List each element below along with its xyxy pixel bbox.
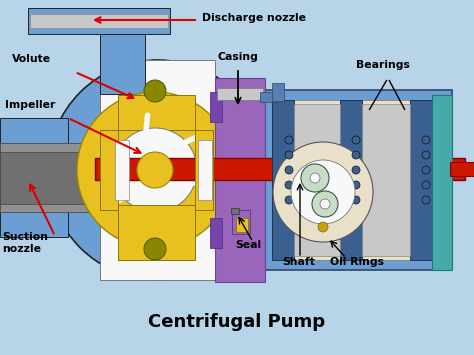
Bar [100, 34, 145, 94]
Text: Seal: Seal [235, 240, 261, 250]
Bar [432, 95, 452, 270]
Circle shape [137, 152, 173, 188]
Bar [340, 100, 362, 260]
Circle shape [273, 142, 373, 242]
Bar [260, 92, 276, 102]
Circle shape [285, 136, 293, 144]
Circle shape [320, 199, 330, 209]
Circle shape [422, 196, 430, 204]
Circle shape [352, 136, 360, 144]
Bar [0, 143, 100, 212]
Text: Shaft: Shaft [282, 257, 315, 267]
Text: Bearings: Bearings [356, 60, 410, 70]
FancyArrowPatch shape [144, 115, 147, 148]
Bar [100, 130, 118, 210]
Bar [410, 100, 432, 260]
Circle shape [113, 128, 197, 212]
Circle shape [144, 238, 166, 260]
Bar [0, 118, 68, 143]
Circle shape [48, 60, 268, 280]
Bar [195, 130, 213, 210]
Bar [272, 100, 294, 260]
Bar [236, 218, 248, 232]
Bar [294, 104, 340, 256]
Bar [272, 83, 284, 101]
Bar [28, 8, 170, 34]
Bar [0, 212, 68, 237]
Circle shape [422, 136, 430, 144]
Circle shape [285, 151, 293, 159]
Bar [215, 78, 265, 282]
Bar [210, 218, 222, 248]
Bar [272, 100, 442, 260]
Text: Discharge nozzle: Discharge nozzle [202, 13, 306, 23]
Text: Volute: Volute [12, 54, 51, 64]
Bar [100, 60, 215, 280]
Bar [232, 210, 250, 234]
Bar [217, 88, 263, 100]
Circle shape [422, 181, 430, 189]
Circle shape [318, 222, 328, 232]
Circle shape [352, 181, 360, 189]
Circle shape [422, 166, 430, 174]
Circle shape [312, 191, 338, 217]
FancyArrowPatch shape [179, 171, 206, 191]
FancyArrowPatch shape [104, 149, 131, 168]
Text: Suction
nozzle: Suction nozzle [2, 231, 48, 254]
Circle shape [285, 196, 293, 204]
Circle shape [291, 160, 355, 224]
Bar [450, 162, 474, 176]
Bar [210, 92, 222, 122]
Text: Impeller: Impeller [5, 100, 55, 110]
Circle shape [352, 166, 360, 174]
Bar [115, 140, 129, 200]
Circle shape [352, 196, 360, 204]
Circle shape [422, 151, 430, 159]
Bar [262, 90, 452, 270]
Circle shape [77, 92, 233, 248]
FancyArrowPatch shape [111, 190, 141, 204]
Text: Oil Rings: Oil Rings [330, 257, 384, 267]
Bar [0, 152, 102, 204]
Text: Centrifugal Pump: Centrifugal Pump [148, 313, 326, 331]
Circle shape [310, 173, 320, 183]
Circle shape [301, 164, 329, 192]
Circle shape [285, 181, 293, 189]
Circle shape [352, 151, 360, 159]
Bar [231, 208, 239, 214]
Bar [30, 14, 168, 28]
Text: Casing: Casing [218, 52, 259, 62]
FancyArrowPatch shape [169, 136, 199, 150]
Bar [362, 104, 410, 256]
Bar [118, 95, 195, 130]
Bar [95, 158, 465, 180]
FancyArrowPatch shape [163, 192, 166, 225]
Circle shape [285, 166, 293, 174]
Bar [198, 140, 212, 200]
Circle shape [144, 80, 166, 102]
Bar [118, 205, 195, 260]
